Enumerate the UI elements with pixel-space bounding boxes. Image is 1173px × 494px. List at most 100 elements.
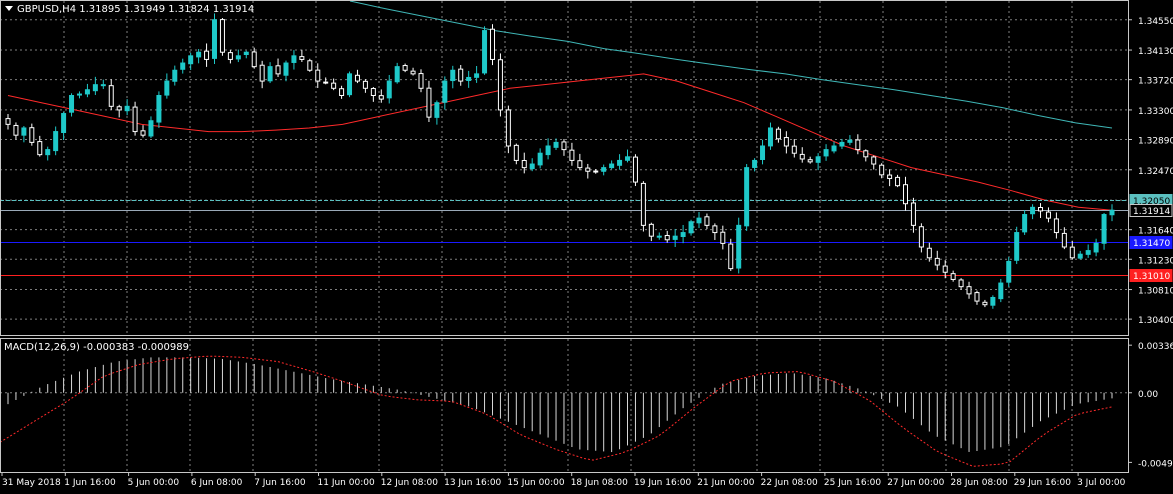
candle-body <box>482 30 488 74</box>
level-label-box-red <box>1129 269 1173 282</box>
time-axis-label: 19 Jun 16:00 <box>634 478 691 488</box>
candle-body <box>418 73 424 89</box>
macd-axis-label: 0.00 <box>1138 390 1158 400</box>
candle-body <box>339 88 345 97</box>
time-axis-label: 3 Jul 00:00 <box>1077 478 1126 488</box>
candle-body <box>712 225 718 234</box>
candle-body <box>92 84 98 92</box>
candle-body <box>69 95 75 113</box>
candle-body <box>640 182 646 226</box>
time-axis-label: 25 Jun 16:00 <box>824 478 881 488</box>
time-axis-label: 15 Jun 00:00 <box>507 478 564 488</box>
candle-body <box>180 62 186 70</box>
candle-body <box>100 84 106 87</box>
candle-body <box>1101 214 1107 244</box>
candle-body <box>617 159 623 166</box>
candle-body <box>489 28 495 60</box>
candle-body <box>370 88 376 97</box>
candle-body <box>148 120 154 137</box>
candle-body <box>871 156 877 165</box>
candle-body <box>950 273 956 280</box>
dropdown-arrow-icon[interactable] <box>5 6 13 11</box>
candle-body <box>879 164 885 176</box>
candle-body <box>958 279 964 288</box>
candle-body <box>29 127 35 143</box>
price-axis-label: 1.31230 <box>1138 256 1173 266</box>
candle-body <box>1045 211 1051 219</box>
candle-body <box>752 159 758 168</box>
candle-body <box>116 106 122 111</box>
candle-body <box>863 150 869 158</box>
price-pane-border <box>0 0 1129 336</box>
candle-body <box>1014 232 1020 261</box>
candle-body <box>521 160 527 169</box>
time-axis-label: 21 Jun 00:00 <box>697 478 754 488</box>
candle-body <box>442 80 448 103</box>
time-axis: 31 May 2018 1 Jun 16:00 5 Jun 00:00 6 Jun 0… <box>1 472 1126 488</box>
macd-indicator <box>0 355 1113 467</box>
time-axis-label: 18 Jun 08:00 <box>571 478 628 488</box>
candle-body <box>466 76 472 81</box>
candle-body <box>767 127 773 147</box>
time-axis-label: 1 Jun 16:00 <box>64 478 116 488</box>
candle-body <box>839 141 845 147</box>
candle-body <box>497 59 503 111</box>
moving-average-slow <box>349 0 1113 129</box>
candles <box>5 13 1115 309</box>
candle-body <box>696 217 702 224</box>
time-axis-label: 12 Jun 08:00 <box>381 478 438 488</box>
candle-body <box>61 113 67 134</box>
candle-body <box>585 167 591 172</box>
candle-body <box>736 224 742 269</box>
candle-body <box>926 247 932 259</box>
time-axis-label: 27 Jun 00:00 <box>887 478 944 488</box>
candle-body <box>791 145 797 154</box>
candle-body <box>275 65 281 75</box>
candle-body <box>188 55 194 65</box>
candle-body <box>632 156 638 183</box>
candle-body <box>378 95 384 100</box>
candle-body <box>299 56 305 60</box>
candle-body <box>315 69 321 82</box>
candle-body <box>156 95 162 123</box>
candle-body <box>1022 214 1028 233</box>
candle-body <box>625 156 631 161</box>
price-axis-label: 1.32470 <box>1138 167 1173 177</box>
candle-body <box>545 145 551 156</box>
time-axis-label: 7 Jun 16:00 <box>254 478 306 488</box>
candle-body <box>1006 260 1012 283</box>
candle-body <box>267 66 273 82</box>
candle-body <box>124 105 130 112</box>
candle-body <box>251 51 257 68</box>
candle-body <box>1109 209 1115 216</box>
candle-body <box>577 160 583 169</box>
candle-body <box>426 87 432 118</box>
candle-body <box>553 141 559 148</box>
macd-axis: 0.003364 0.00 -0.004921 <box>1128 342 1173 469</box>
candle-body <box>1093 242 1099 253</box>
time-axis-label: 5 Jun 00:00 <box>128 478 180 488</box>
candle-body <box>1030 206 1036 215</box>
candle-body <box>656 235 662 238</box>
candle-body <box>259 64 265 82</box>
candle-body <box>21 127 27 136</box>
candle-body <box>394 66 400 83</box>
candle-body <box>529 163 535 170</box>
candle-body <box>53 131 59 152</box>
candle-body <box>331 82 337 89</box>
candle-body <box>569 149 575 161</box>
macd-axis-label: -0.004921 <box>1138 459 1173 469</box>
candle-body <box>887 174 893 179</box>
candle-body <box>37 141 43 156</box>
candle-body <box>212 19 218 59</box>
price-axis-label: 1.30400 <box>1138 316 1173 326</box>
candle-body <box>196 51 202 58</box>
candle-body <box>235 55 241 60</box>
level-label-box-current <box>1129 204 1173 217</box>
candle-body <box>172 69 178 82</box>
time-axis-label: 29 Jun 16:00 <box>1014 478 1071 488</box>
level-label-box-blue <box>1129 236 1173 249</box>
